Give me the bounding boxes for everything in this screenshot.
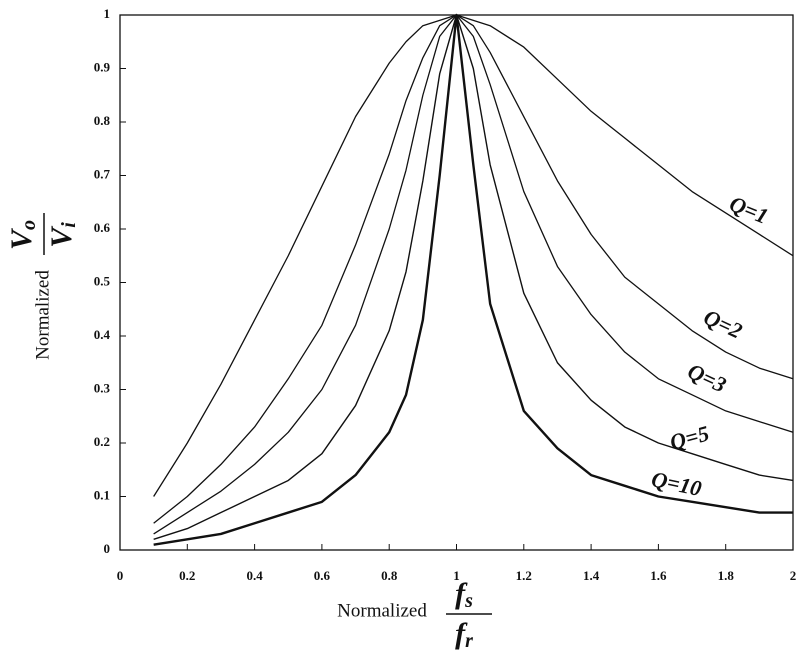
symbol: V [45, 225, 78, 248]
x-tick-label: 0.8 [381, 568, 398, 583]
y-tick-label: 0.1 [94, 487, 110, 502]
x-tick-label: 2 [790, 568, 797, 583]
y-tick-label: 1 [104, 6, 111, 21]
y-label-text: Normalized [32, 270, 53, 360]
subscript: i [58, 222, 80, 228]
y-tick-label: 0.9 [94, 59, 111, 74]
x-tick-label: 1 [453, 568, 460, 583]
series-label: Q=1 [726, 191, 772, 229]
subscript: o [18, 220, 40, 230]
x-tick-label: 1.2 [516, 568, 532, 583]
x-label-numerator: fs [455, 577, 473, 612]
x-tick-label: 1.4 [583, 568, 600, 583]
series-label: Q=5 [667, 420, 712, 454]
x-tick-label: 0 [117, 568, 124, 583]
symbol: V [5, 227, 38, 250]
series-label: Q=3 [684, 358, 730, 397]
y-tick-label: 0.2 [94, 434, 110, 449]
y-tick-label: 0.8 [94, 113, 111, 128]
y-label-denominator: Vi [45, 222, 80, 248]
y-tick-label: 0 [104, 541, 111, 556]
series-label: Q=2 [700, 304, 746, 343]
y-tick-label: 0.7 [94, 166, 111, 181]
y-tick-label: 0.6 [94, 220, 111, 235]
x-tick-label: 0.6 [314, 568, 331, 583]
subscript: r [465, 630, 473, 652]
y-tick-label: 0.5 [94, 273, 111, 288]
series-line [153, 14, 794, 535]
x-label-denominator: fr [455, 617, 473, 652]
plot-frame [119, 14, 794, 551]
y-axis-title: Normalized Vo Vi [5, 213, 80, 360]
x-tick-label: 0.2 [179, 568, 195, 583]
symbol: f [455, 577, 468, 610]
x-axis-title: Normalized fs fr [337, 577, 492, 652]
series-line [153, 14, 794, 540]
x-tick-label: 0.4 [246, 568, 263, 583]
x-tick-label: 1.8 [718, 568, 735, 583]
subscript: s [464, 590, 473, 612]
symbol: f [455, 617, 468, 650]
y-tick-label: 0.4 [94, 327, 111, 342]
x-label-text: Normalized [337, 600, 427, 621]
series-line [153, 13, 793, 546]
x-tick-label: 1.6 [650, 568, 667, 583]
y-label-numerator: Vo [5, 220, 40, 250]
y-tick-label: 0.3 [94, 380, 111, 395]
